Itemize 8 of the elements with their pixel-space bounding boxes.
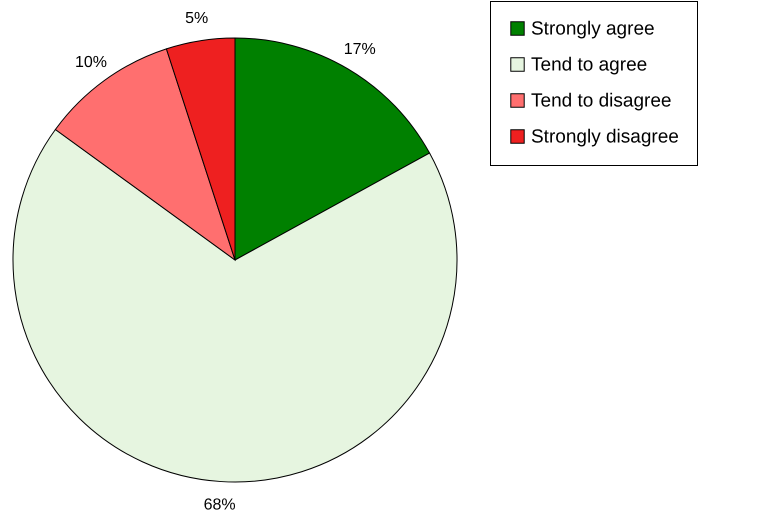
legend-label: Strongly agree (531, 18, 655, 40)
data-label: 5% (185, 10, 208, 28)
data-label: 10% (74, 54, 108, 71)
data-label: 17% (344, 41, 376, 58)
legend-label: Tend to agree (531, 54, 648, 76)
data-label: 68% (204, 496, 236, 514)
legend-label: Strongly disagree (531, 126, 679, 148)
legend-label: Tend to disagree (531, 90, 672, 112)
